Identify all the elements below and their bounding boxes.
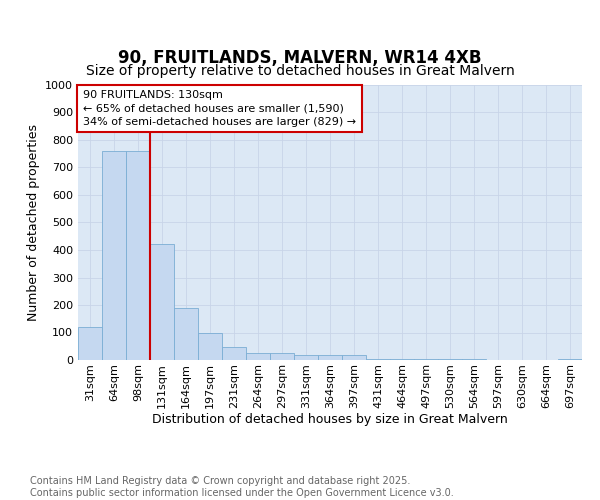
Bar (318, 355, 342, 360)
Bar (246, 353, 270, 360)
Bar (198, 332, 222, 360)
Bar (174, 308, 198, 360)
Y-axis label: Number of detached properties: Number of detached properties (26, 124, 40, 321)
Bar (558, 358, 582, 360)
Text: 90 FRUITLANDS: 130sqm
← 65% of detached houses are smaller (1,590)
34% of semi-d: 90 FRUITLANDS: 130sqm ← 65% of detached … (83, 90, 356, 127)
Bar (150, 244, 174, 360)
Bar (270, 353, 294, 360)
Bar (390, 358, 414, 360)
Bar (78, 327, 102, 360)
Bar (342, 354, 366, 360)
Bar (126, 151, 150, 360)
Bar (366, 358, 390, 360)
Bar (294, 354, 318, 360)
X-axis label: Distribution of detached houses by size in Great Malvern: Distribution of detached houses by size … (152, 414, 508, 426)
Bar (102, 151, 126, 360)
Bar (222, 347, 246, 360)
Text: Contains HM Land Registry data © Crown copyright and database right 2025.
Contai: Contains HM Land Registry data © Crown c… (30, 476, 454, 498)
Text: Size of property relative to detached houses in Great Malvern: Size of property relative to detached ho… (86, 64, 514, 78)
Text: 90, FRUITLANDS, MALVERN, WR14 4XB: 90, FRUITLANDS, MALVERN, WR14 4XB (118, 50, 482, 68)
Bar (414, 359, 438, 360)
